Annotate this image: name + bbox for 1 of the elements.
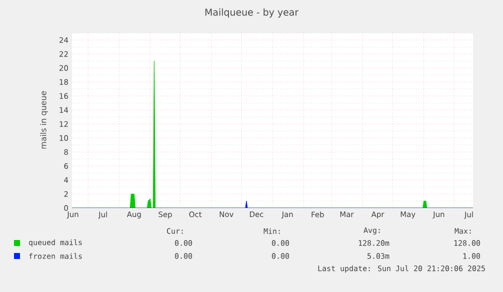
chart-title: Mailqueue - by year <box>205 8 299 18</box>
